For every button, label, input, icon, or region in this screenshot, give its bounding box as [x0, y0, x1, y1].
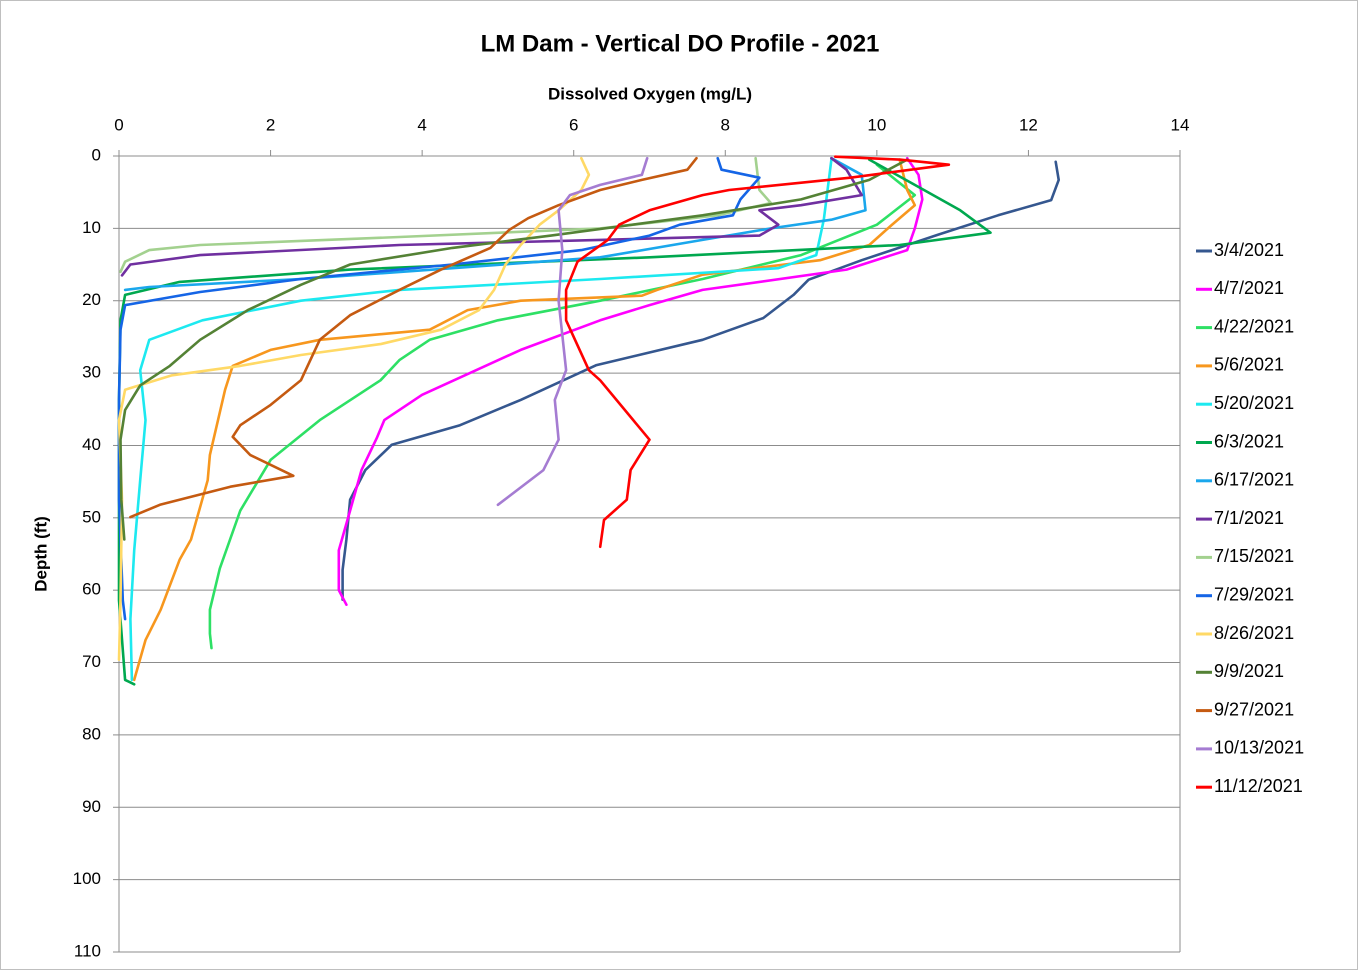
chart-title: LM Dam - Vertical DO Profile - 2021 [481, 30, 880, 57]
series-line [564, 155, 951, 549]
series-line [117, 158, 992, 686]
series-line [208, 163, 917, 650]
legend-label: 5/6/2021 [1214, 355, 1284, 375]
legend-label: 6/3/2021 [1214, 431, 1284, 451]
y-tick-label: 50 [82, 507, 101, 526]
x-tick-label: 6 [569, 115, 578, 134]
series-line [120, 156, 863, 277]
x-tick-label: 4 [417, 115, 426, 134]
series-line [129, 158, 833, 682]
y-tick-label: 80 [82, 724, 101, 743]
x-tick-label: 2 [266, 115, 275, 134]
x-tick-label: 8 [721, 115, 730, 134]
legend-label: 5/20/2021 [1214, 393, 1294, 413]
y-tick-label: 0 [92, 145, 101, 164]
y-tick-label: 100 [73, 869, 101, 888]
series-line [119, 156, 773, 274]
legend-label: 8/26/2021 [1214, 623, 1294, 643]
legend-label: 7/1/2021 [1214, 508, 1284, 528]
y-tick-label: 20 [82, 290, 101, 309]
legend-label: 11/12/2021 [1214, 776, 1303, 796]
legend-label: 4/7/2021 [1214, 278, 1284, 298]
y-tick-label: 30 [82, 363, 101, 382]
x-tick-label: 12 [1019, 115, 1038, 134]
legend-label: 6/17/2021 [1214, 470, 1294, 490]
x-tick-label: 10 [867, 115, 886, 134]
y-tick-label: 70 [82, 652, 101, 671]
series-line [337, 156, 924, 606]
legend-label: 9/27/2021 [1214, 699, 1294, 719]
series-line [123, 156, 867, 292]
series-line [496, 156, 649, 507]
y-tick-label: 10 [82, 218, 101, 237]
legend-label: 9/9/2021 [1214, 661, 1284, 681]
x-tick-label: 0 [114, 115, 123, 134]
x-tick-label: 14 [1171, 115, 1190, 134]
legend-label: 7/15/2021 [1214, 546, 1294, 566]
series-line [119, 158, 909, 541]
series-line [132, 158, 917, 682]
legend-label: 7/29/2021 [1214, 584, 1294, 604]
x-axis-title: Dissolved Oxygen (mg/L) [548, 84, 752, 103]
legend-label: 3/4/2021 [1214, 240, 1284, 260]
y-tick-label: 90 [82, 797, 101, 816]
y-tick-label: 60 [82, 580, 101, 599]
y-tick-label: 40 [82, 435, 101, 454]
y-tick-label: 110 [74, 941, 101, 960]
y-axis-title: Depth (ft) [31, 516, 50, 592]
series-line [341, 160, 1060, 601]
legend-label: 10/13/2021 [1214, 738, 1304, 758]
series-line [129, 156, 698, 519]
legend-label: 4/22/2021 [1214, 316, 1294, 336]
